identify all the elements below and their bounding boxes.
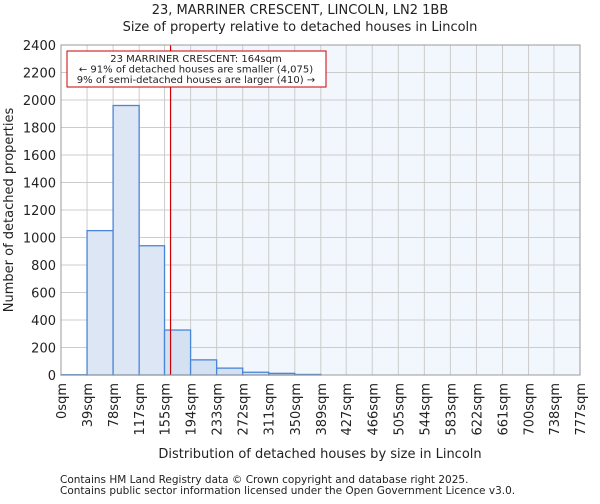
chart-subtitle: Size of property relative to detached ho…	[123, 20, 478, 35]
y-axis-label: Number of detached properties	[2, 108, 17, 313]
x-tick-label: 39sqm	[81, 383, 96, 427]
x-tick-label: 117sqm	[133, 383, 148, 436]
x-tick-label: 427sqm	[340, 383, 355, 436]
y-tick-label: 2000	[23, 94, 56, 109]
x-tick-label: 738sqm	[548, 383, 563, 436]
y-tick-label: 1800	[23, 122, 56, 137]
histogram-bar	[139, 246, 164, 375]
x-axis-label: Distribution of detached houses by size …	[158, 447, 481, 462]
x-tick-label: 700sqm	[523, 383, 538, 436]
x-tick-label: 350sqm	[289, 383, 304, 436]
x-tick-label: 311sqm	[263, 383, 278, 436]
x-tick-label: 661sqm	[497, 383, 512, 436]
x-tick-label: 583sqm	[444, 383, 459, 436]
histogram-bar	[217, 368, 243, 375]
annotation-line: ← 91% of detached houses are smaller (4,…	[79, 65, 313, 76]
histogram-bar	[113, 106, 139, 376]
x-tick-label: 389sqm	[315, 383, 330, 436]
y-tick-label: 400	[31, 314, 56, 329]
x-tick-label: 194sqm	[185, 383, 200, 436]
x-tick-label: 233sqm	[211, 383, 226, 436]
x-tick-label: 78sqm	[107, 383, 122, 427]
y-tick-label: 2400	[23, 39, 56, 54]
x-tick-label: 0sqm	[55, 383, 70, 419]
x-tick-label: 622sqm	[470, 383, 485, 436]
y-tick-label: 1200	[23, 204, 56, 219]
y-tick-label: 600	[31, 287, 56, 302]
x-tick-label: 505sqm	[392, 383, 407, 436]
histogram-bar	[87, 231, 113, 375]
x-tick-label: 777sqm	[574, 383, 589, 436]
y-tick-label: 800	[31, 259, 56, 274]
x-tick-label: 272sqm	[237, 383, 252, 436]
x-tick-label: 155sqm	[159, 383, 174, 436]
x-tick-label: 466sqm	[366, 383, 381, 436]
y-tick-label: 0	[48, 369, 56, 384]
y-tick-label: 1600	[23, 149, 56, 164]
y-tick-label: 1000	[23, 232, 56, 247]
chart-title: 23, MARRINER CRESCENT, LINCOLN, LN2 1BB	[152, 3, 449, 18]
x-tick-label: 544sqm	[418, 383, 433, 436]
y-tick-label: 200	[31, 342, 56, 357]
histogram-bar	[165, 330, 191, 375]
footer-line-2: Contains public sector information licen…	[60, 485, 515, 497]
annotation-line: 23 MARRINER CRESCENT: 164sqm	[110, 54, 281, 65]
annotation-line: 9% of semi-detached houses are larger (4…	[77, 75, 315, 86]
histogram-bar	[191, 360, 217, 375]
y-tick-label: 2200	[23, 67, 56, 82]
y-tick-label: 1400	[23, 177, 56, 192]
